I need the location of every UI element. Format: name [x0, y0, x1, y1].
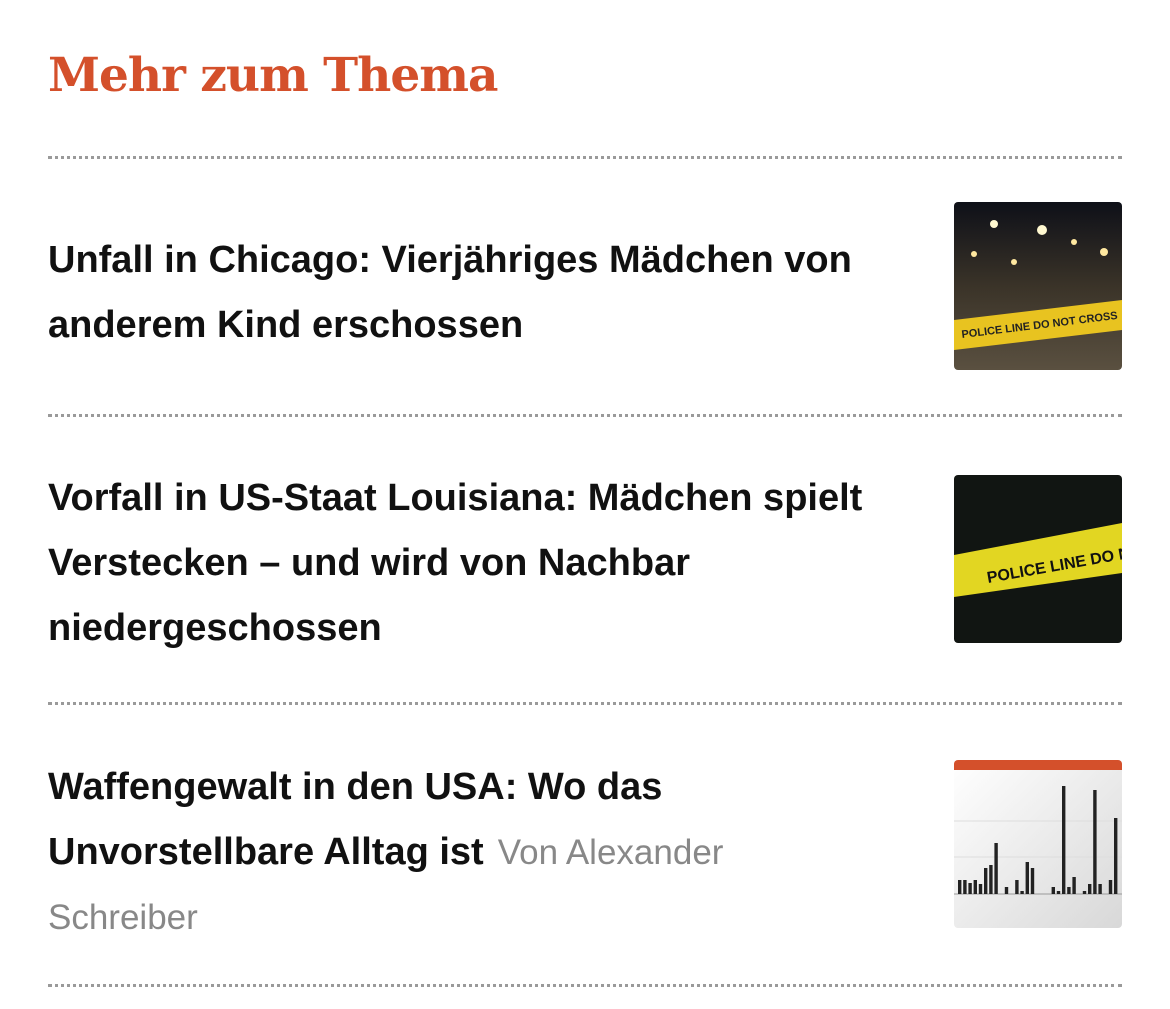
divider — [48, 414, 1122, 417]
thumb-bar — [1025, 862, 1029, 894]
article-thumbnail — [954, 760, 1122, 928]
article-title: Unfall in Chicago: Vierjähriges Mädchen … — [48, 239, 852, 346]
section-title: Mehr zum Thema — [48, 48, 498, 103]
article-thumbnail: POLICE LINE DO NOT CROSS — [954, 202, 1122, 370]
article-title: Waffengewalt in den USA: Wo das Unvorste… — [48, 755, 868, 950]
thumb-bar — [963, 880, 967, 894]
thumb-bar — [1020, 891, 1024, 894]
thumb-bar — [958, 880, 962, 894]
article-author: Von Alexander Schreiber — [48, 833, 724, 937]
thumb-bar — [1098, 884, 1102, 894]
thumb-bar — [989, 865, 993, 894]
thumb-bar — [984, 868, 988, 894]
thumb-bar — [1056, 891, 1061, 894]
article-headline: Waffengewalt in den USA: Wo das Unvorste… — [48, 766, 663, 873]
article-title: Vorfall in US-Staat Louisiana: Mädchen s… — [48, 477, 863, 649]
thumb-bar — [978, 884, 983, 894]
article-thumbnail: POLICE LINE DO NOT — [954, 475, 1122, 643]
divider — [48, 702, 1122, 705]
article-link[interactable]: Unfall in Chicago: Vierjähriges Mädchen … — [48, 202, 1122, 370]
thumb-bar — [1062, 786, 1066, 894]
thumb-bar — [1088, 884, 1092, 894]
article-link[interactable]: Vorfall in US-Staat Louisiana: Mädchen s… — [48, 475, 1122, 649]
thumb-bar — [1004, 887, 1009, 894]
divider — [48, 984, 1122, 987]
thumb-bar — [1108, 880, 1113, 894]
thumb-bar — [973, 880, 977, 894]
thumb-bar — [1030, 868, 1035, 894]
divider — [48, 156, 1122, 159]
thumb-bar — [968, 883, 972, 894]
thumb-bar — [1082, 891, 1087, 894]
thumb-bar — [994, 843, 998, 894]
thumb-bar — [1067, 887, 1071, 894]
thumb-bar — [1015, 880, 1019, 894]
article-link[interactable]: Waffengewalt in den USA: Wo das Unvorste… — [48, 760, 1122, 937]
thumb-bar — [1072, 877, 1076, 894]
thumb-bar — [1114, 818, 1118, 894]
thumb-bar — [1093, 790, 1097, 894]
thumb-bar — [1051, 887, 1055, 894]
